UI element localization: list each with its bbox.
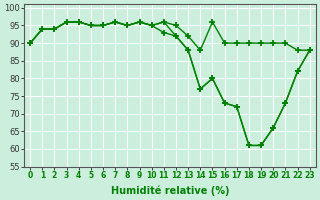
X-axis label: Humidité relative (%): Humidité relative (%) xyxy=(111,185,229,196)
